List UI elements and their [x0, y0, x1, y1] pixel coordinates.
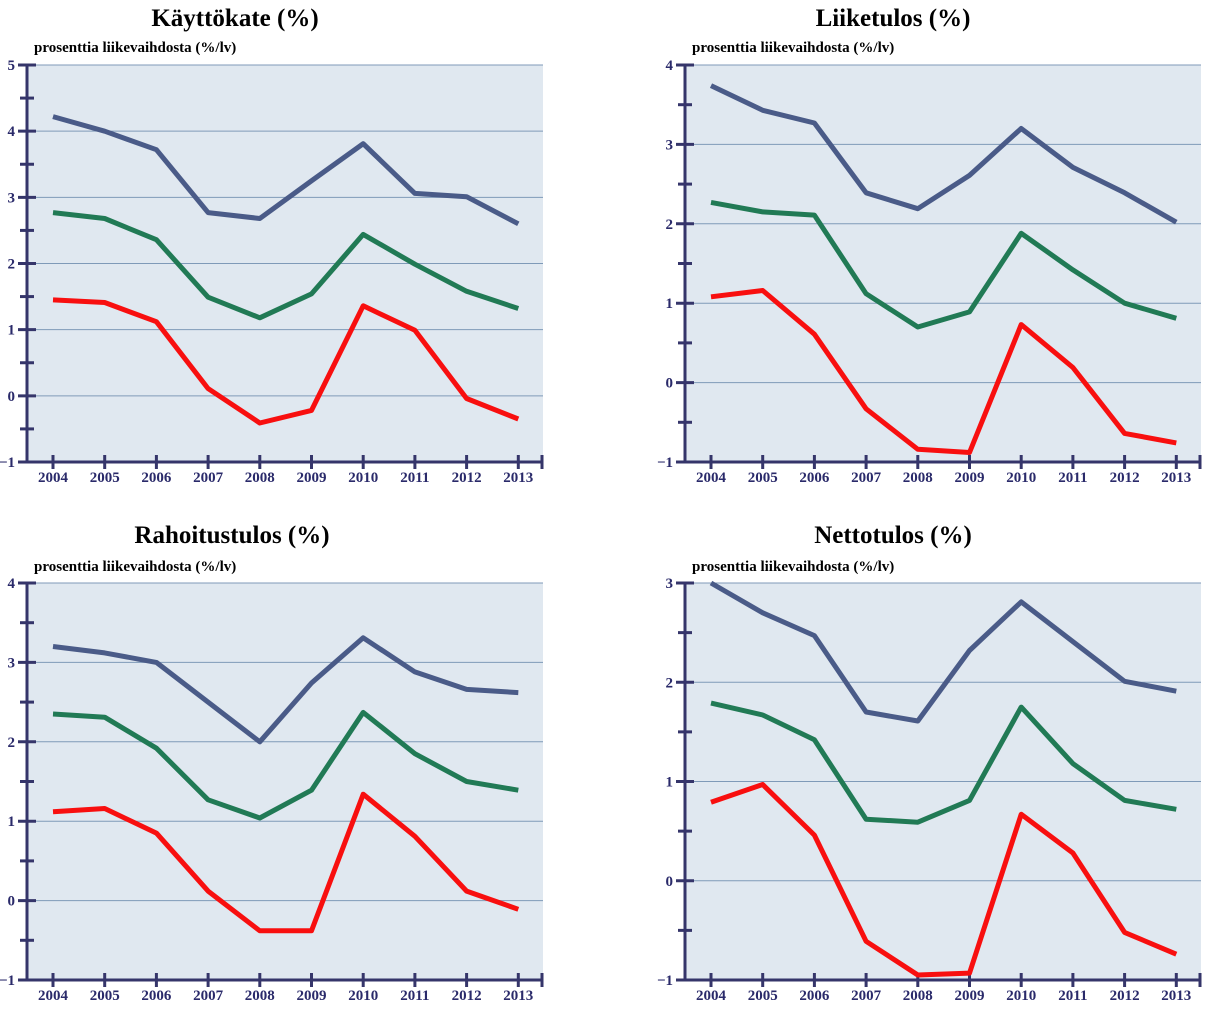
x-tick-label: 2011 [400, 470, 429, 486]
series-line-middle [710, 199, 1178, 330]
y-tick-label: −1 [657, 455, 673, 471]
y-tick-label: 3 [8, 190, 16, 206]
series-line-lower [710, 288, 1177, 455]
x-tick-label: 2012 [1110, 988, 1140, 1004]
x-tick-label: 2013 [1161, 988, 1191, 1004]
y-tick-label: 1 [666, 775, 674, 791]
x-tick-label: 2007 [193, 470, 224, 486]
x-tick-label: 2013 [1161, 470, 1191, 486]
x-tick-label: 2007 [851, 470, 882, 486]
x-tick-label: 2006 [799, 470, 830, 486]
y-tick-label: −1 [0, 455, 15, 471]
chart-kayttokate: −1 0 1 2 3 4 5 2004 2005 2006 2007 2008 2009 2010 2011… [0, 5, 544, 486]
y-tick-label: −1 [0, 973, 15, 989]
y-tick-label: 2 [666, 675, 674, 691]
x-tick-label: 2005 [90, 470, 120, 486]
x-tick-label: 2013 [503, 470, 533, 486]
y-tick-label: 5 [8, 58, 16, 74]
x-tick-label: 2011 [400, 988, 429, 1004]
x-tick-label: 2013 [503, 988, 533, 1004]
series-line-middle [52, 709, 519, 821]
chart-rahoitustulos: −1 0 1 2 3 4 2004 2005 2006 2007 2008 2009 2010 2011 2… [0, 522, 544, 1004]
series-line-middle [52, 210, 520, 321]
x-tick-label: 2011 [1058, 470, 1087, 486]
x-tick-label: 2012 [1110, 470, 1140, 486]
series-line-upper [52, 114, 520, 227]
series-line-lower [52, 297, 520, 426]
x-tick-label: 2004 [696, 988, 727, 1004]
x-tick-label: 2011 [1058, 988, 1087, 1004]
x-tick-label: 2007 [193, 988, 224, 1004]
series-line-upper [52, 635, 519, 745]
x-tick-label: 2005 [90, 988, 120, 1004]
series-line-lower [710, 782, 1178, 978]
y-tick-label: 3 [666, 137, 674, 153]
chart-title: Käyttökate (%) [151, 5, 318, 32]
x-tick-label: 2012 [452, 470, 482, 486]
x-tick-label: 2005 [748, 988, 778, 1004]
plot-area [685, 65, 1201, 462]
x-tick-label: 2009 [297, 988, 327, 1004]
chart-title: Nettotulos (%) [814, 522, 972, 549]
plot-area [27, 583, 543, 980]
chart-liiketulos: −1 0 1 2 3 4 2004 2005 2006 2007 2008 2009 2010 2011 2… [657, 5, 1202, 486]
x-tick-label: 2006 [141, 988, 172, 1004]
x-tick-label: 2010 [1006, 470, 1036, 486]
y-tick-label: 0 [8, 389, 16, 405]
y-tick-label: 2 [8, 735, 16, 751]
y-tick-label: 0 [666, 376, 674, 392]
y-tick-label: 4 [666, 58, 674, 74]
y-tick-label: 4 [8, 576, 16, 592]
x-tick-label: 2010 [1006, 988, 1036, 1004]
y-axis-label: prosenttia liikevaihdosta (%/lv) [692, 40, 894, 56]
y-tick-label: 2 [666, 217, 674, 233]
y-tick-label: −1 [657, 973, 673, 989]
x-tick-label: 2009 [955, 988, 985, 1004]
chart-title: Liiketulos (%) [816, 5, 971, 32]
chart-title: Rahoitustulos (%) [134, 522, 329, 549]
chart-nettotulos: −1 0 1 2 3 2004 2005 2006 2007 2008 2009 2010 2011 20… [657, 522, 1202, 1004]
y-tick-label: 1 [666, 296, 674, 312]
x-tick-label: 2012 [452, 988, 482, 1004]
x-tick-label: 2004 [696, 470, 727, 486]
x-tick-label: 2009 [955, 470, 985, 486]
y-tick-label: 1 [8, 323, 16, 339]
x-tick-label: 2010 [348, 470, 378, 486]
x-tick-label: 2006 [141, 470, 172, 486]
x-tick-label: 2004 [38, 470, 69, 486]
x-tick-label: 2004 [38, 988, 69, 1004]
x-tick-label: 2009 [297, 470, 327, 486]
x-tick-label: 2010 [348, 988, 378, 1004]
series-line-upper [709, 580, 1177, 724]
x-tick-label: 2008 [245, 988, 275, 1004]
y-tick-label: 0 [666, 874, 674, 890]
y-axis-label: prosenttia liikevaihdosta (%/lv) [34, 40, 236, 56]
x-tick-label: 2007 [851, 988, 882, 1004]
y-tick-label: 3 [666, 576, 674, 592]
x-tick-label: 2008 [245, 470, 275, 486]
series-line-lower [52, 791, 520, 934]
y-tick-label: 4 [8, 124, 16, 140]
y-axis-label: prosenttia liikevaihdosta (%/lv) [34, 559, 236, 575]
y-tick-label: 0 [8, 894, 16, 910]
x-tick-label: 2005 [748, 470, 778, 486]
x-tick-label: 2008 [903, 988, 933, 1004]
y-tick-label: 1 [8, 814, 16, 830]
x-tick-label: 2008 [903, 470, 933, 486]
series-line-middle [710, 700, 1177, 825]
x-tick-label: 2006 [799, 988, 830, 1004]
series-line-upper [709, 83, 1178, 225]
y-tick-label: 3 [8, 655, 16, 671]
y-axis-label: prosenttia liikevaihdosta (%/lv) [692, 559, 894, 575]
y-tick-label: 2 [8, 257, 16, 273]
